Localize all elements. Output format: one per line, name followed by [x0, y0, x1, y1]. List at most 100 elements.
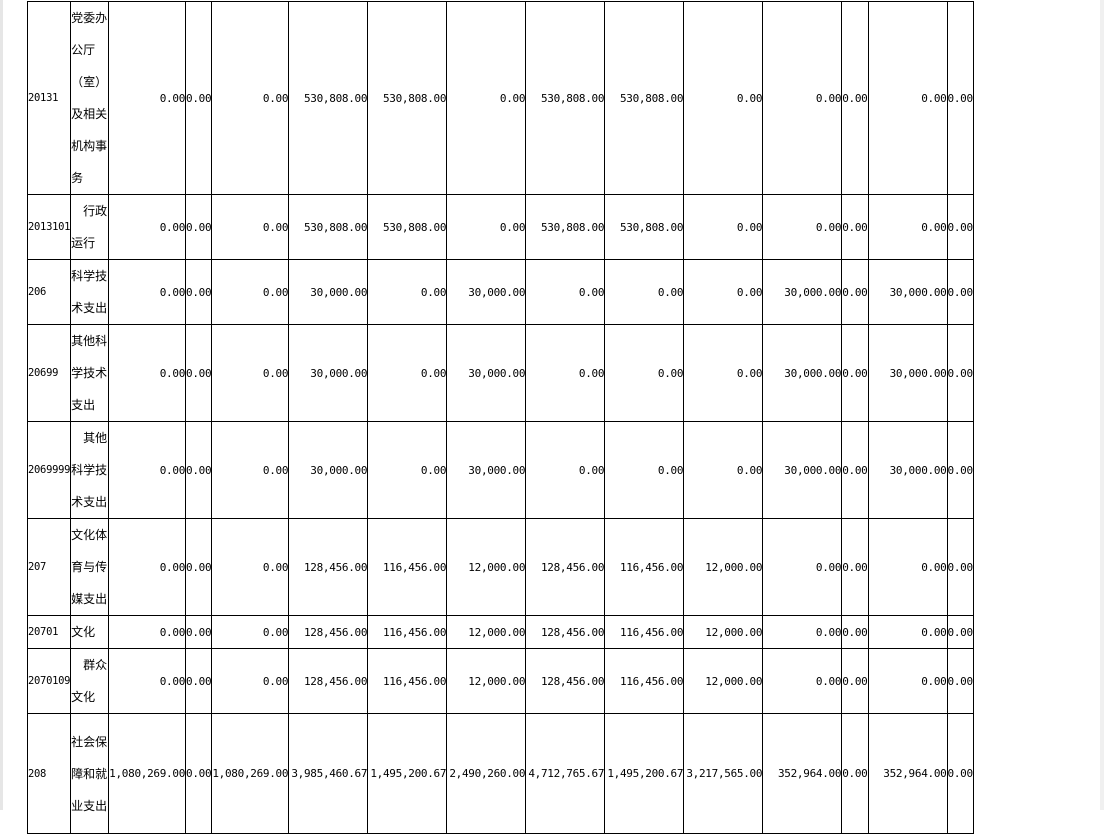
value-cell: 0.00 [211, 615, 290, 649]
value-cell: 0.00 [211, 194, 290, 260]
value-cell: 0.00 [841, 648, 869, 714]
value-cell: 352,964.00 [762, 713, 843, 834]
value-cell: 30,000.00 [762, 324, 843, 422]
value-cell: 0.00 [108, 324, 187, 422]
value-cell: 0.00 [867, 648, 948, 714]
value-cell: 0.00 [604, 324, 685, 422]
row-name: 文化 [70, 615, 110, 649]
value-cell: 128,456.00 [288, 648, 369, 714]
value-cell: 0.00 [762, 648, 843, 714]
value-cell: 0.00 [867, 194, 948, 260]
row-code: 2070109 [26, 648, 72, 714]
value-cell: 0.00 [211, 421, 290, 519]
value-cell: 0.00 [367, 259, 448, 325]
value-cell: 1,495,200.67 [367, 713, 448, 834]
row-name: 其他科学技术支出 [70, 421, 110, 519]
value-cell: 1,080,269.00 [108, 713, 187, 834]
table-row: 2069999 其他科学技术支出 0.00 0.00 0.00 30,000.00 0.00… [26, 421, 974, 519]
value-cell: 30,000.00 [762, 421, 843, 519]
value-cell: 0.00 [762, 518, 843, 616]
value-cell: 128,456.00 [288, 615, 369, 649]
row-name: 行政运行 [70, 194, 110, 260]
value-cell: 0.00 [946, 194, 974, 260]
value-cell: 0.00 [762, 615, 843, 649]
value-cell: 530,808.00 [604, 194, 685, 260]
value-cell: 0.00 [946, 324, 974, 422]
value-cell: 0.00 [211, 648, 290, 714]
value-cell: 0.00 [525, 324, 606, 422]
value-cell: 30,000.00 [867, 259, 948, 325]
value-cell: 0.00 [841, 324, 869, 422]
row-code: 20699 [26, 324, 72, 422]
table-row: 206 科学技术支出 0.00 0.00 0.00 30,000.00 0.00 30,000… [26, 259, 974, 325]
value-cell: 1,080,269.00 [211, 713, 290, 834]
value-cell: 0.00 [108, 518, 187, 616]
row-name: 科学技术支出 [70, 259, 110, 325]
value-cell: 0.00 [946, 713, 974, 834]
value-cell: 0.00 [762, 194, 843, 260]
value-cell: 0.00 [185, 421, 213, 519]
value-cell: 0.00 [841, 713, 869, 834]
value-cell: 116,456.00 [604, 648, 685, 714]
value-cell: 30,000.00 [762, 259, 843, 325]
value-cell: 30,000.00 [446, 259, 527, 325]
value-cell: 530,808.00 [288, 194, 369, 260]
value-cell: 12,000.00 [683, 518, 764, 616]
value-cell: 0.00 [525, 259, 606, 325]
value-cell: 0.00 [185, 324, 213, 422]
value-cell: 0.00 [211, 259, 290, 325]
row-name: 文化体育与传媒支出 [70, 518, 110, 616]
page-right-edge [1100, 0, 1104, 810]
value-cell: 0.00 [683, 324, 764, 422]
value-cell: 128,456.00 [525, 518, 606, 616]
value-cell: 0.00 [946, 1, 974, 195]
value-cell: 0.00 [185, 648, 213, 714]
value-cell: 0.00 [367, 324, 448, 422]
value-cell: 0.00 [108, 259, 187, 325]
value-cell: 0.00 [108, 421, 187, 519]
budget-table: 20131 党委办公厅（室）及相关机构事务 0.00 0.00 0.00 530,808.… [26, 1, 974, 834]
value-cell: 30,000.00 [867, 421, 948, 519]
value-cell: 116,456.00 [367, 615, 448, 649]
value-cell: 0.00 [185, 518, 213, 616]
value-cell: 0.00 [108, 1, 187, 195]
value-cell: 352,964.00 [867, 713, 948, 834]
table-row: 2013101 行政运行 0.00 0.00 0.00 530,808.00 530,808… [26, 194, 974, 260]
value-cell: 0.00 [867, 518, 948, 616]
value-cell: 0.00 [762, 1, 843, 195]
value-cell: 0.00 [946, 518, 974, 616]
value-cell: 30,000.00 [288, 324, 369, 422]
value-cell: 12,000.00 [446, 615, 527, 649]
value-cell: 0.00 [211, 324, 290, 422]
row-name: 群众文化 [70, 648, 110, 714]
table-row: 207 文化体育与传媒支出 0.00 0.00 0.00 128,456.00 116,45… [26, 518, 974, 616]
row-code: 2013101 [26, 194, 72, 260]
value-cell: 0.00 [185, 713, 213, 834]
value-cell: 0.00 [683, 421, 764, 519]
value-cell: 0.00 [525, 421, 606, 519]
value-cell: 0.00 [841, 259, 869, 325]
value-cell: 530,808.00 [367, 194, 448, 260]
value-cell: 0.00 [841, 194, 869, 260]
value-cell: 30,000.00 [288, 421, 369, 519]
value-cell: 0.00 [683, 194, 764, 260]
row-code: 208 [26, 713, 72, 834]
value-cell: 0.00 [604, 259, 685, 325]
value-cell: 30,000.00 [446, 421, 527, 519]
value-cell: 0.00 [867, 1, 948, 195]
value-cell: 0.00 [185, 1, 213, 195]
value-cell: 0.00 [841, 518, 869, 616]
value-cell: 0.00 [211, 518, 290, 616]
table-row: 208 社会保障和就业支出 1,080,269.00 0.00 1,080,269.00… [26, 713, 974, 834]
value-cell: 30,000.00 [288, 259, 369, 325]
value-cell: 0.00 [108, 648, 187, 714]
value-cell: 116,456.00 [367, 518, 448, 616]
value-cell: 1,495,200.67 [604, 713, 685, 834]
page-left-edge [0, 0, 3, 810]
value-cell: 0.00 [946, 615, 974, 649]
value-cell: 0.00 [211, 1, 290, 195]
table-row: 2070109 群众文化 0.00 0.00 0.00 128,456.00 116,456… [26, 648, 974, 714]
value-cell: 0.00 [604, 421, 685, 519]
value-cell: 0.00 [108, 194, 187, 260]
value-cell: 0.00 [841, 1, 869, 195]
